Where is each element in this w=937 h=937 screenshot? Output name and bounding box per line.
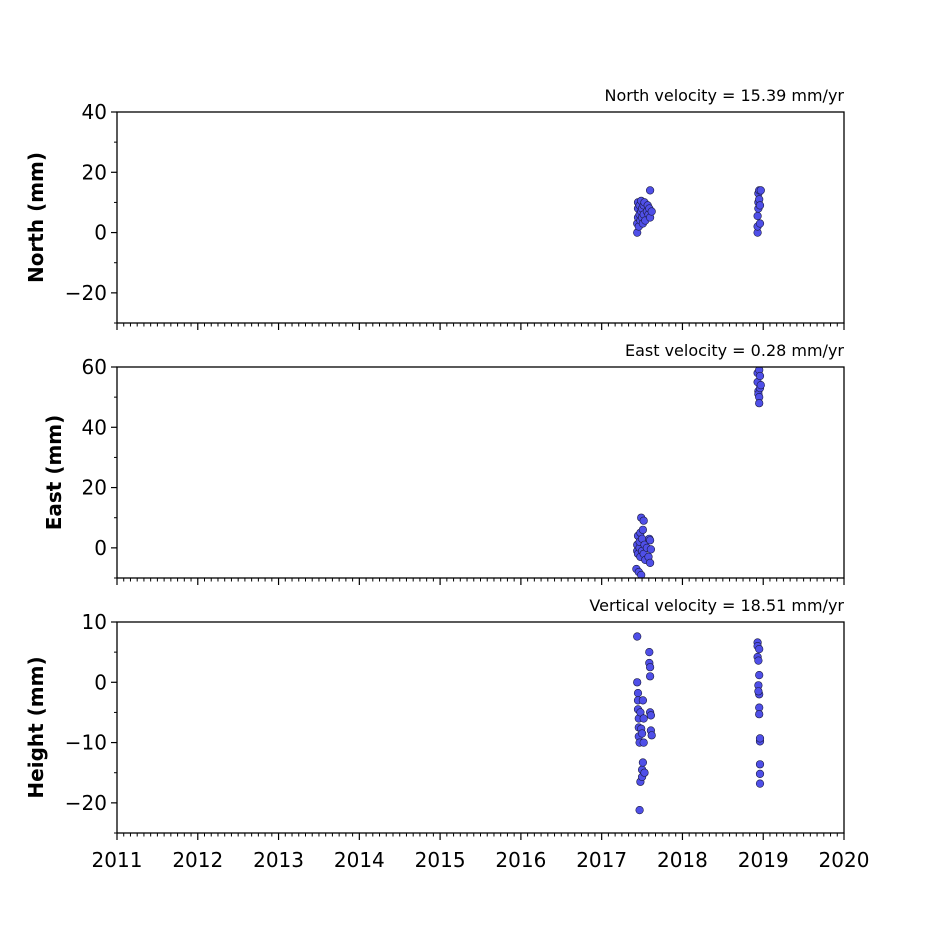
height-data-point [646, 711, 656, 720]
north-data-point [755, 201, 765, 210]
height-data-point [637, 729, 647, 738]
east-data-point [637, 570, 646, 578]
x-tick-label: 2012 [172, 848, 223, 872]
east-data-point [645, 536, 655, 545]
height-y-tick-label: 0 [94, 670, 107, 694]
x-tick-label: 2018 [657, 848, 708, 872]
north-data-point [647, 207, 656, 216]
height-y-tick-label: −10 [65, 731, 107, 755]
east-data-point [639, 516, 648, 525]
north-points [633, 186, 765, 237]
height-y-tick-label: 10 [82, 610, 107, 634]
height-y-tick-label: −20 [65, 791, 107, 815]
height-data-point [755, 710, 764, 719]
height-data-point [755, 644, 764, 654]
east-velocity-title: East velocity = 0.28 mm/yr [625, 341, 844, 360]
north-y-tick-label: 20 [82, 160, 107, 184]
height-data-point [647, 731, 656, 740]
east-data-point [755, 371, 765, 381]
x-tick-label: 2019 [738, 848, 789, 872]
height-data-point [639, 714, 648, 723]
east-panel: 60 40 20 0 East velocity = 0.28 mm/yr East (m… [42, 341, 845, 585]
height-data-point [645, 663, 655, 672]
height-data-point [754, 656, 763, 665]
north-axes-frame [116, 111, 845, 324]
x-tick-label: 2011 [92, 848, 143, 872]
east-y-tick-label: 0 [94, 536, 107, 560]
east-data-point [756, 381, 765, 390]
height-data-point [645, 672, 655, 681]
height-data-point [640, 768, 649, 777]
x-tick-label: 2013 [253, 848, 304, 872]
height-data-point [754, 687, 763, 696]
height-data-point [755, 670, 764, 680]
north-data-point [753, 211, 762, 221]
height-data-point [645, 647, 654, 657]
height-y-axis-label: Height (mm) [24, 656, 48, 798]
east-data-point [638, 525, 648, 534]
north-panel: 40 20 0 −20 North velocity = 15.39 mm/yr Nort… [24, 86, 845, 330]
east-y-tick-label: 40 [82, 415, 107, 439]
east-data-point [645, 558, 655, 568]
height-data-point [639, 738, 648, 747]
height-points [633, 632, 765, 815]
east-points [632, 367, 765, 578]
height-data-point [635, 805, 644, 815]
x-tick-label: 2020 [819, 848, 870, 872]
north-data-point [645, 186, 655, 195]
x-tick-label: 2017 [576, 848, 627, 872]
east-y-tick-label: 60 [82, 355, 107, 379]
north-velocity-title: North velocity = 15.39 mm/yr [605, 86, 845, 105]
north-y-tick-label: −20 [65, 281, 107, 305]
north-y-axis-label: North (mm) [24, 152, 48, 283]
east-y-tick-label: 20 [82, 476, 107, 500]
height-data-point [633, 678, 642, 687]
x-tick-label: 2014 [334, 848, 385, 872]
east-axes-frame [116, 366, 845, 579]
north-data-point [755, 219, 765, 228]
x-tick-label: 2016 [495, 848, 546, 872]
north-data-point [756, 186, 765, 195]
height-data-point [633, 632, 642, 641]
height-data-point [755, 779, 765, 788]
height-data-point [638, 696, 648, 705]
height-velocity-title: Vertical velocity = 18.51 mm/yr [589, 596, 844, 615]
x-tick-label: 2015 [415, 848, 466, 872]
height-axes-frame [116, 621, 845, 834]
north-y-tick-label: 0 [94, 221, 107, 245]
height-data-point [755, 734, 765, 743]
height-panel: 10 0 −10 −20 2011 2012 2013 2014 2015 2016 2017 201… [24, 596, 869, 872]
north-y-tick-label: 40 [82, 100, 107, 124]
height-data-point [633, 688, 643, 698]
east-data-point [755, 399, 764, 408]
height-data-point [755, 769, 765, 779]
east-data-point [646, 545, 656, 554]
height-data-point [755, 760, 765, 769]
height-data-point [638, 758, 648, 767]
east-y-axis-label: East (mm) [42, 415, 66, 531]
